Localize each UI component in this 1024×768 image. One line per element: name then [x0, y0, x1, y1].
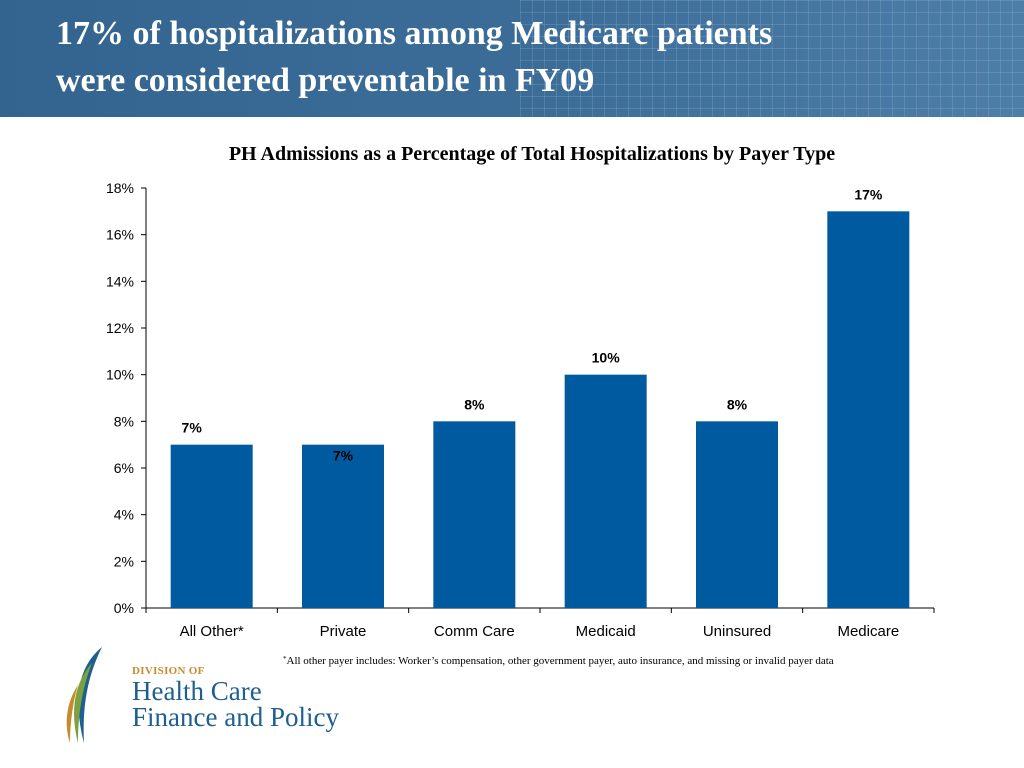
header-fade — [420, 0, 620, 117]
y-tick-label: 12% — [106, 320, 134, 336]
bar-5 — [827, 211, 910, 609]
data-label-3: 10% — [592, 350, 621, 366]
data-label-2: 8% — [464, 396, 485, 412]
y-tick-label: 14% — [106, 273, 134, 289]
bar-4 — [696, 421, 778, 608]
footnote-mark: * — [283, 655, 287, 663]
bar-1 — [302, 444, 384, 608]
header-grid-pattern — [520, 0, 1024, 117]
data-label-4: 8% — [727, 396, 748, 412]
y-tick-label: 8% — [114, 413, 134, 429]
chart-title: PH Admissions as a Percentage of Total H… — [228, 143, 836, 165]
y-tick-label: 6% — [114, 460, 134, 476]
data-label-1: 7% — [333, 448, 354, 464]
category-label-3: Medicaid — [576, 623, 636, 640]
data-label-5: 17% — [854, 186, 883, 202]
logo-icon — [66, 647, 102, 743]
footnote: *All other payer includes: Worker’s comp… — [283, 655, 834, 667]
category-label-0: All Other* — [180, 623, 244, 640]
bar-3 — [564, 374, 647, 608]
category-label-2: Comm Care — [434, 623, 515, 640]
y-tick-label: 16% — [106, 227, 134, 243]
page-title-line2: were considered preventable in FY09 — [56, 62, 595, 99]
logo-division-text: DIVISION OF — [132, 665, 205, 677]
category-label-1: Private — [320, 623, 367, 640]
y-tick-label: 0% — [114, 600, 134, 616]
logo-stroke-blue — [78, 647, 102, 743]
category-label-4: Uninsured — [703, 623, 771, 640]
category-label-5: Medicare — [837, 623, 899, 640]
bar-2 — [433, 421, 516, 608]
data-label-0: 7% — [182, 420, 203, 436]
bar-0 — [170, 444, 253, 608]
header-banner: 17% of hospitalizations among Medicare p… — [0, 0, 1024, 117]
page-title: 17% of hospitalizations among Medicare p… — [56, 10, 956, 104]
y-tick-label: 18% — [106, 180, 134, 196]
page-title-line1: 17% of hospitalizations among Medicare p… — [56, 15, 773, 52]
logo-stroke-orange — [66, 685, 78, 743]
logo-line1: Health Care — [132, 676, 262, 706]
bar-chart: 0% 2% 4% 6% 8% 10% 12% 14% 16% 18% 7% All Other* 7% P… — [106, 180, 935, 640]
y-tick-label: 2% — [114, 553, 134, 569]
y-tick-label: 4% — [114, 507, 134, 523]
y-tick-label: 10% — [106, 367, 134, 383]
footnote-text: All other payer includes: Worker’s compe… — [286, 655, 834, 667]
logo-stroke-green — [74, 663, 92, 743]
logo-line2: Finance and Policy — [132, 702, 339, 732]
